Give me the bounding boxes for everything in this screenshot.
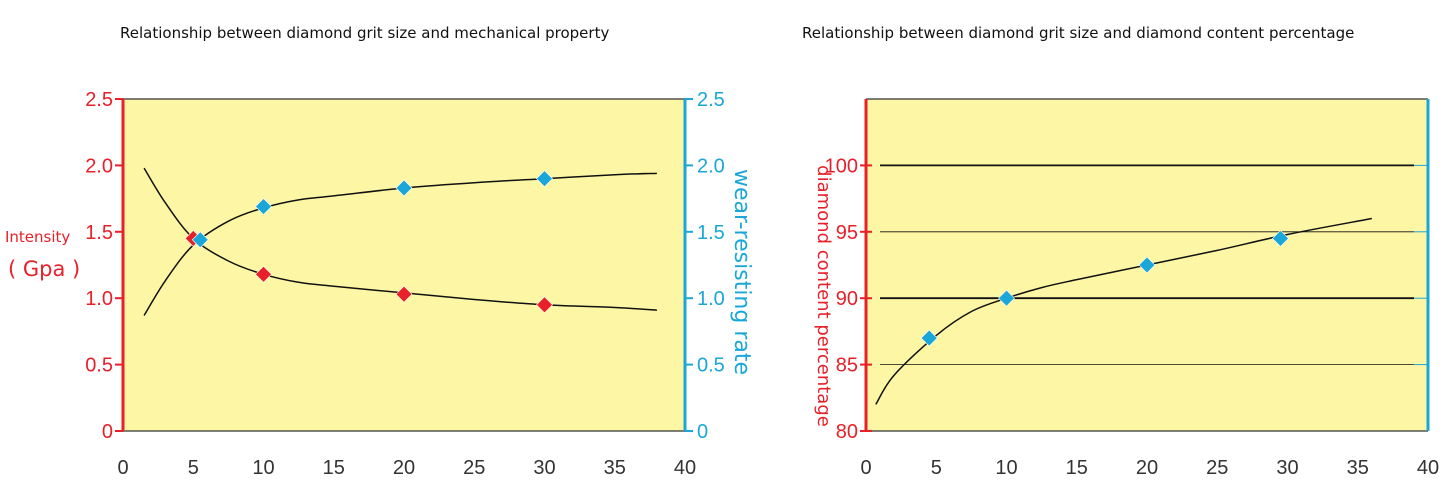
- y-left-tick-label: 1.5: [85, 222, 113, 244]
- y-right-tick-label: 2.5: [697, 89, 725, 111]
- y-left-tick-label: 2.0: [85, 155, 113, 177]
- x-tick-label-right: 5: [931, 457, 942, 479]
- y-left-tick-label: 0.5: [85, 355, 113, 377]
- x-tick-label-right: 15: [1066, 457, 1088, 479]
- y-tick-label-right-chart: 100: [825, 155, 858, 177]
- chart-title-right: Relationship between diamond grit size a…: [802, 24, 1355, 42]
- x-tick-label-right: 25: [1206, 457, 1228, 479]
- chart-title-left: Relationship between diamond grit size a…: [120, 24, 610, 42]
- y-left-tick-label: 0: [102, 421, 113, 443]
- x-tick-label-right: 35: [1347, 457, 1369, 479]
- plot-area-left: [123, 99, 685, 431]
- x-tick-label-left: 0: [117, 457, 128, 479]
- y-right-tick-label: 1.5: [697, 222, 725, 244]
- x-tick-label-right: 40: [1417, 457, 1439, 479]
- y-left-axis-label: Intensity: [5, 228, 70, 246]
- y-right-axis-label: wear-resisting rate: [729, 169, 754, 375]
- data-marker-left-right: [255, 198, 272, 215]
- x-tick-label-left: 30: [533, 457, 555, 479]
- y-left-axis-unit: ( Gpa ): [8, 257, 80, 281]
- x-tick-label-left: 25: [463, 457, 485, 479]
- x-tick-label-left: 35: [604, 457, 626, 479]
- x-tick-label-left: 40: [674, 457, 696, 479]
- y-tick-label-right-chart: 90: [836, 288, 858, 310]
- data-marker-left-right: [191, 231, 209, 249]
- y-tick-label-right-chart: 80: [836, 421, 858, 443]
- x-tick-label-right: 30: [1276, 457, 1298, 479]
- data-marker-left-left: [255, 265, 272, 283]
- data-marker-right: [1138, 256, 1156, 274]
- data-marker-left-left: [536, 296, 553, 314]
- y-axis-label-right-chart: diamond content percentage: [813, 165, 834, 427]
- data-marker-right: [1272, 230, 1289, 247]
- data-marker-left-left: [395, 285, 413, 303]
- y-tick-label-right-chart: 95: [836, 222, 858, 244]
- data-marker-left-right: [395, 179, 413, 197]
- x-tick-label-left: 20: [393, 457, 415, 479]
- x-tick-label-left: 15: [323, 457, 345, 479]
- y-right-tick-label: 1.0: [697, 288, 725, 310]
- data-marker-right: [998, 289, 1015, 307]
- x-tick-label-right: 0: [860, 457, 871, 479]
- x-tick-label-right: 20: [1136, 457, 1158, 479]
- y-right-tick-label: 0: [697, 421, 708, 443]
- x-tick-label-left: 5: [188, 457, 199, 479]
- y-tick-label-right-chart: 85: [836, 355, 858, 377]
- y-right-tick-label: 0.5: [697, 355, 725, 377]
- x-tick-label-left: 10: [252, 457, 274, 479]
- x-tick-label-right: 10: [995, 457, 1017, 479]
- y-right-tick-label: 2.0: [697, 155, 725, 177]
- data-marker-right: [920, 329, 938, 347]
- y-left-tick-label: 2.5: [85, 89, 113, 111]
- data-marker-left-right: [536, 170, 553, 188]
- y-left-tick-label: 1.0: [85, 288, 113, 310]
